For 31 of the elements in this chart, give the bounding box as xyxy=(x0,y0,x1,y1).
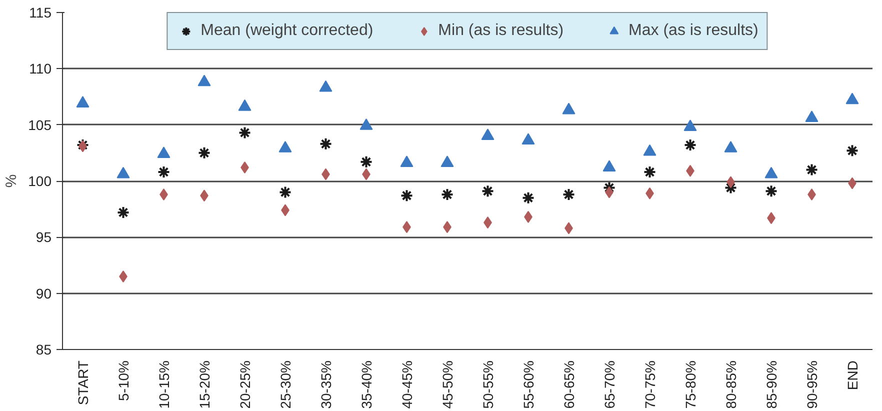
x-tick-label: 75-80% xyxy=(682,360,698,409)
y-tick-label: 95 xyxy=(36,229,52,246)
x-tick-label: START xyxy=(74,360,91,406)
x-tick-label: 10-15% xyxy=(156,360,172,409)
x-tick-label: 5-10% xyxy=(115,360,132,401)
x-tick-label: 15-20% xyxy=(196,360,212,409)
x-tick-label: END xyxy=(844,360,860,390)
x-tick-label: 50-55% xyxy=(480,360,496,409)
y-axis-title: % xyxy=(3,174,20,188)
y-tick-label: 110 xyxy=(29,60,52,77)
x-tick-label: 60-65% xyxy=(560,360,577,409)
legend-label: Max (as is results) xyxy=(628,22,758,40)
x-tick-label: 90-95% xyxy=(804,360,820,409)
legend-label: Min (as is results) xyxy=(438,22,564,40)
x-tick-label: 25-30% xyxy=(277,360,294,409)
y-tick-label: 90 xyxy=(36,285,52,302)
x-tick-label: 40-45% xyxy=(398,360,415,409)
x-tick-label: 20-25% xyxy=(236,360,253,409)
y-tick-label: 115 xyxy=(29,4,52,20)
x-tick-label: 35-40% xyxy=(358,360,374,409)
x-tick-label: 65-70% xyxy=(601,360,618,409)
x-tick-label: 55-60% xyxy=(520,360,536,409)
x-tick-label: 70-75% xyxy=(642,360,658,409)
x-tick-label: 30-35% xyxy=(318,360,334,409)
x-tick-label: 45-50% xyxy=(439,360,456,409)
y-tick-label: 85 xyxy=(36,342,52,358)
x-tick-label: 85-90% xyxy=(763,360,780,409)
x-tick-label: 80-85% xyxy=(722,360,739,409)
y-tick-label: 105 xyxy=(28,116,52,133)
legend-label: Mean (weight corrected) xyxy=(200,22,374,40)
y-tick-label: 100 xyxy=(28,173,52,189)
